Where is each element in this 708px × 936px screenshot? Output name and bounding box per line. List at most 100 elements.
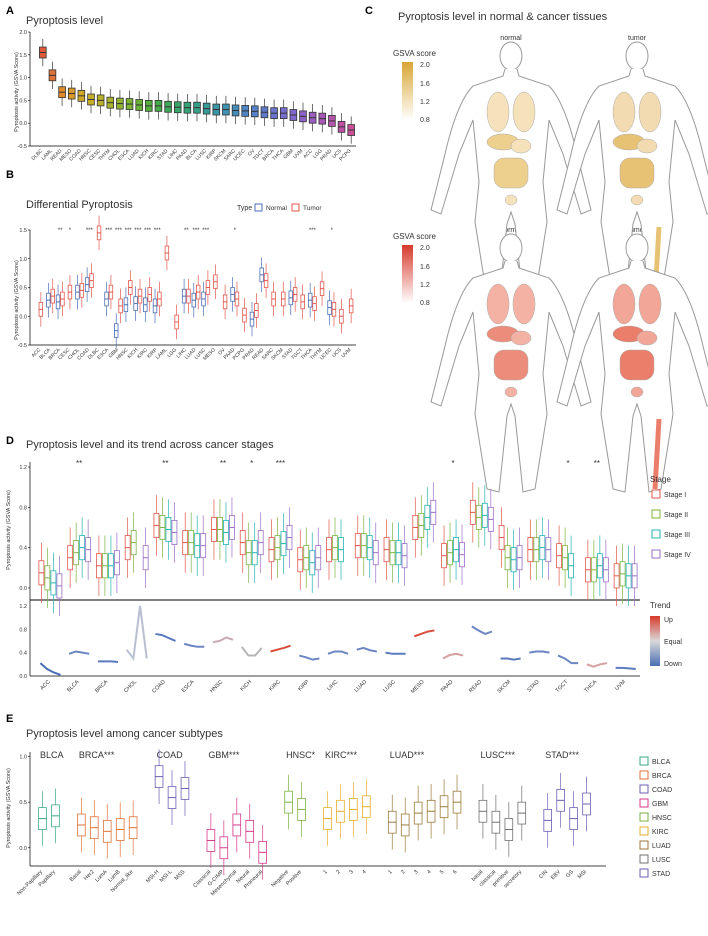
chart-d-xtick-label: PAAD	[440, 679, 455, 694]
panel-letter-c: C	[365, 5, 373, 17]
body-tumor-bottom-lung-left	[612, 283, 636, 325]
chart-d-significance: **	[220, 459, 226, 468]
body-tumor-top-bladder	[630, 194, 644, 206]
chart-e-xtick-label: MSI-L	[159, 869, 174, 884]
chart-b-xtick-label: ACC	[31, 347, 43, 359]
chart-b-ytick-label: 0.5	[19, 286, 27, 292]
chart-e-legend-key	[639, 770, 649, 780]
chart-d-trend-ytick-label: 0.4	[19, 651, 27, 657]
body-normal-bottom-intestine	[493, 349, 529, 381]
chart-b-significance: **	[184, 228, 189, 234]
chart-d-trend-colorbar	[650, 616, 660, 666]
chart-c-tick-bottom-0: 2.0	[420, 245, 430, 252]
chart-d-trend-ytick-label: 1.2	[19, 604, 27, 610]
body-normal-top-lung-right	[512, 91, 536, 133]
chart-c-tick-top-1: 1.6	[420, 81, 430, 88]
chart-b-significance: *	[69, 228, 72, 234]
chart-e-legend-key	[639, 798, 649, 808]
chart-b-significance: *	[331, 228, 334, 234]
chart-b-significance: ***	[86, 228, 94, 234]
chart-e-xtick-label: EBV	[550, 869, 562, 881]
chart-d-trend-HNSC	[212, 636, 234, 644]
chart-a-ytick-label: 2.0	[19, 30, 27, 36]
chart-d-legend-label: Stage I	[664, 492, 686, 499]
chart-d-trend-ESCA	[183, 642, 205, 648]
chart-e-xtick-label: 3	[348, 869, 354, 875]
chart-d-trend-down: Down	[664, 661, 682, 668]
chart-e-legend-label: BLCA	[652, 759, 671, 766]
chart-a-ytick-label: 0.0	[19, 121, 27, 127]
body-tumor-bottom-head	[625, 233, 649, 263]
chart-d-significance: *	[250, 459, 253, 468]
chart-e-group-title: LUSC***	[480, 750, 515, 760]
chart-e-ytick-label: 1.0	[19, 755, 27, 761]
chart-e-title: Pyroptosis level among cancer subtypes	[26, 728, 223, 740]
panel-letter-b: B	[6, 169, 14, 181]
chart-c-colorbar-top	[402, 62, 413, 120]
chart-d-trend-STAD	[529, 650, 550, 654]
chart-c-label-tumor-top: tumor	[628, 35, 647, 42]
chart-c-title: Pyroptosis level in normal & cancer tiss…	[398, 11, 608, 23]
chart-a-ytick-label: 1.5	[19, 53, 27, 59]
chart-d-ylabel: Pyroptosis activity (GSVA Score)	[6, 490, 12, 570]
chart-b-significance: **	[58, 228, 63, 234]
chart-c-tick-bottom-1: 1.6	[420, 264, 430, 271]
chart-d-significance: **	[76, 459, 82, 468]
chart-b: Pyroptosis activity (GSVA Score) Type No…	[14, 203, 356, 362]
chart-d-trend-PAAD	[442, 652, 464, 660]
chart-e-group-title: BLCA	[40, 750, 64, 760]
chart-b-ytick-label: 0.0	[19, 314, 27, 320]
chart-d-significance: *	[567, 459, 570, 468]
chart-e-ytick-label: 0.5	[19, 800, 27, 806]
chart-d-legend-key	[651, 489, 661, 499]
body-tumor-bottom-intestine	[619, 349, 655, 381]
chart-d-trend-LUAD	[356, 646, 378, 653]
chart-b-significance: ***	[309, 228, 317, 234]
chart-b-significance: ***	[192, 228, 200, 234]
chart-e-xtick-label: GS	[565, 869, 575, 879]
panel-letter-d: D	[6, 435, 14, 447]
chart-e-legend-key	[639, 840, 649, 850]
body-normal-bottom	[430, 233, 592, 493]
chart-b-significance: ***	[154, 228, 162, 234]
chart-e-xtick-label: Basal	[69, 869, 83, 883]
chart-c-colorbar-bottom	[402, 245, 413, 303]
chart-a-title: Pyroptosis level	[26, 15, 103, 27]
body-tumor-bottom-bladder	[630, 386, 644, 398]
body-normal-bottom-head	[499, 233, 523, 263]
chart-e-legend-key	[639, 826, 649, 836]
chart-a-ytick-label: -0.5	[18, 144, 27, 150]
chart-b-legend-normal: Normal	[266, 205, 288, 212]
chart-d-xtick-label: COAD	[151, 679, 166, 694]
chart-e: Pyroptosis activity (GSVA Score) 0.0 0.5 1…	[6, 749, 672, 897]
chart-d-xtick-label: UVM	[614, 679, 627, 692]
chart-a-ytick-label: 1.0	[19, 76, 27, 82]
chart-e-legend-key	[639, 854, 649, 864]
chart-d-trend-BRCA	[97, 660, 119, 663]
chart-e-group-title: KIRC***	[325, 750, 358, 760]
body-normal-top-bladder	[504, 194, 518, 206]
chart-d-ytick-label: 0.4	[19, 546, 27, 552]
chart-a-xtick-label: LGG	[312, 148, 324, 160]
chart-d-trend-MESO	[413, 629, 435, 638]
chart-e-xtick-label: 5	[439, 869, 445, 875]
body-normal-bottom-lung-left	[486, 283, 510, 325]
panel-letter-a: A	[6, 5, 14, 17]
chart-d-trend-READ	[471, 625, 493, 636]
chart-a-xtick-label: OV	[247, 148, 257, 158]
chart-c-tick-top-3: 0.8	[420, 117, 430, 124]
chart-d-xtick-label: KIRC	[268, 679, 282, 693]
chart-d-significance: ***	[276, 459, 285, 468]
chart-d: Pyroptosis activity (GSVA Score) Stage T…	[6, 459, 691, 695]
chart-b-legend-tumor-key	[291, 203, 300, 212]
chart-d-trend-COAD	[155, 632, 176, 642]
chart-d-xtick-label: THCA	[583, 679, 598, 694]
chart-e-xtick-label: 2	[335, 869, 341, 875]
chart-d-xtick-label: LIHC	[326, 679, 339, 692]
chart-d-xtick-label: KICH	[240, 679, 254, 693]
chart-d-trend-KIRC	[270, 644, 291, 653]
chart-d-xtick-label: MESO	[410, 679, 426, 695]
chart-d-trend-title: Trend	[650, 601, 671, 610]
chart-b-xtick-label: LGG	[166, 347, 178, 359]
